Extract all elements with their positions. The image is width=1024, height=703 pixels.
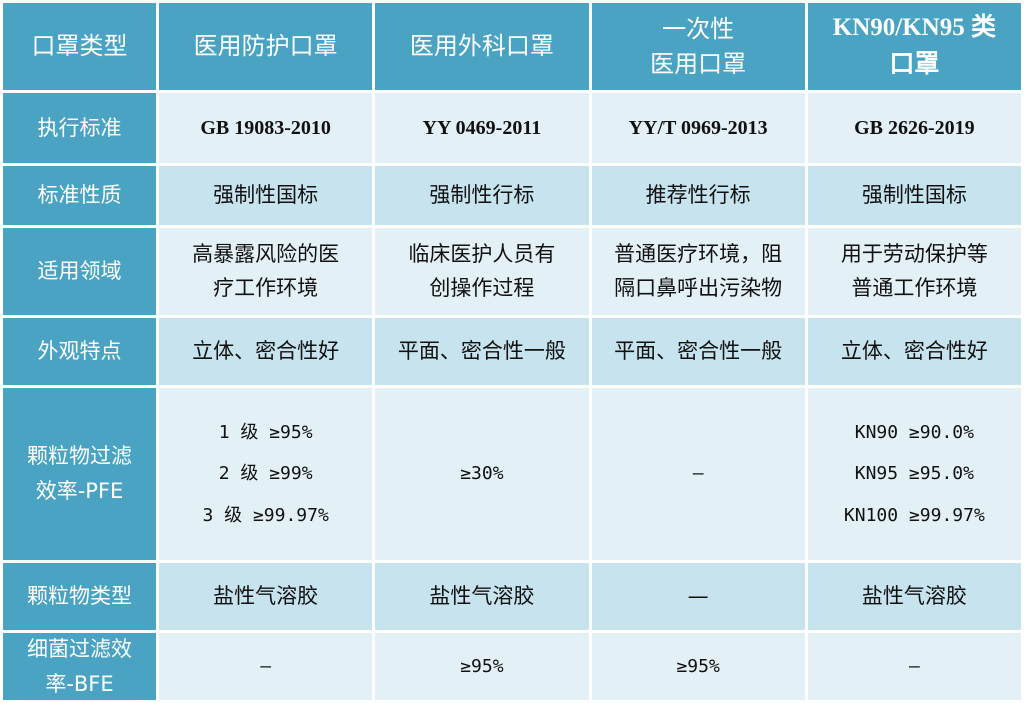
cell-bfe-col4: — <box>807 633 1021 700</box>
cell-appearance-col4: 立体、密合性好 <box>807 318 1021 385</box>
cell-pfe-col4: KN90 ≥90.0% KN95 ≥95.0% KN100 ≥99.97% <box>807 388 1021 560</box>
cell-nature-col2: 强制性行标 <box>375 166 589 225</box>
cell-bfe-col3: ≥95% <box>591 633 805 700</box>
cell-particle-col3: — <box>591 563 805 630</box>
cell-appearance-col3: 平面、密合性一般 <box>591 318 805 385</box>
header-medical-protective-mask: 医用防护口罩 <box>159 3 373 90</box>
cell-nature-col1: 强制性国标 <box>159 166 373 225</box>
row-label-standard-nature: 标准性质 <box>3 166 156 225</box>
row-label-standard: 执行标准 <box>3 93 156 163</box>
cell-bfe-col2: ≥95% <box>375 633 589 700</box>
cell-nature-col3: 推荐性行标 <box>591 166 805 225</box>
cell-pfe-col3: — <box>591 388 805 560</box>
cell-particle-col4: 盐性气溶胶 <box>807 563 1021 630</box>
row-label-appearance: 外观特点 <box>3 318 156 385</box>
cell-standard-col1: GB 19083-2010 <box>159 93 373 163</box>
row-label-bfe: 细菌过滤效 率-BFE <box>3 633 156 700</box>
cell-particle-col2: 盐性气溶胶 <box>375 563 589 630</box>
cell-appearance-col2: 平面、密合性一般 <box>375 318 589 385</box>
cell-appearance-col1: 立体、密合性好 <box>159 318 373 385</box>
header-disposable-medical-mask: 一次性 医用口罩 <box>591 3 805 90</box>
cell-particle-col1: 盐性气溶胶 <box>159 563 373 630</box>
cell-bfe-col1: — <box>159 633 373 700</box>
cell-pfe-col2: ≥30% <box>375 388 589 560</box>
row-label-application: 适用领域 <box>3 228 156 315</box>
row-label-pfe: 颗粒物过滤 效率-PFE <box>3 388 156 560</box>
cell-application-col1: 高暴露风险的医 疗工作环境 <box>159 228 373 315</box>
cell-application-col4: 用于劳动保护等 普通工作环境 <box>807 228 1021 315</box>
header-surgical-mask: 医用外科口罩 <box>375 3 589 90</box>
cell-application-col3: 普通医疗环境，阻 隔口鼻呼出污染物 <box>591 228 805 315</box>
cell-nature-col4: 强制性国标 <box>807 166 1021 225</box>
cell-pfe-col1: 1 级 ≥95% 2 级 ≥99% 3 级 ≥99.97% <box>159 388 373 560</box>
cell-standard-col3: YY/T 0969-2013 <box>591 93 805 163</box>
cell-standard-col2: YY 0469-2011 <box>375 93 589 163</box>
header-kn90-kn95-mask: KN90/KN95 类 口罩 <box>807 3 1021 90</box>
cell-application-col2: 临床医护人员有 创操作过程 <box>375 228 589 315</box>
header-type-label: 口罩类型 <box>3 3 156 90</box>
cell-standard-col4: GB 2626-2019 <box>807 93 1021 163</box>
row-label-particle-type: 颗粒物类型 <box>3 563 156 630</box>
